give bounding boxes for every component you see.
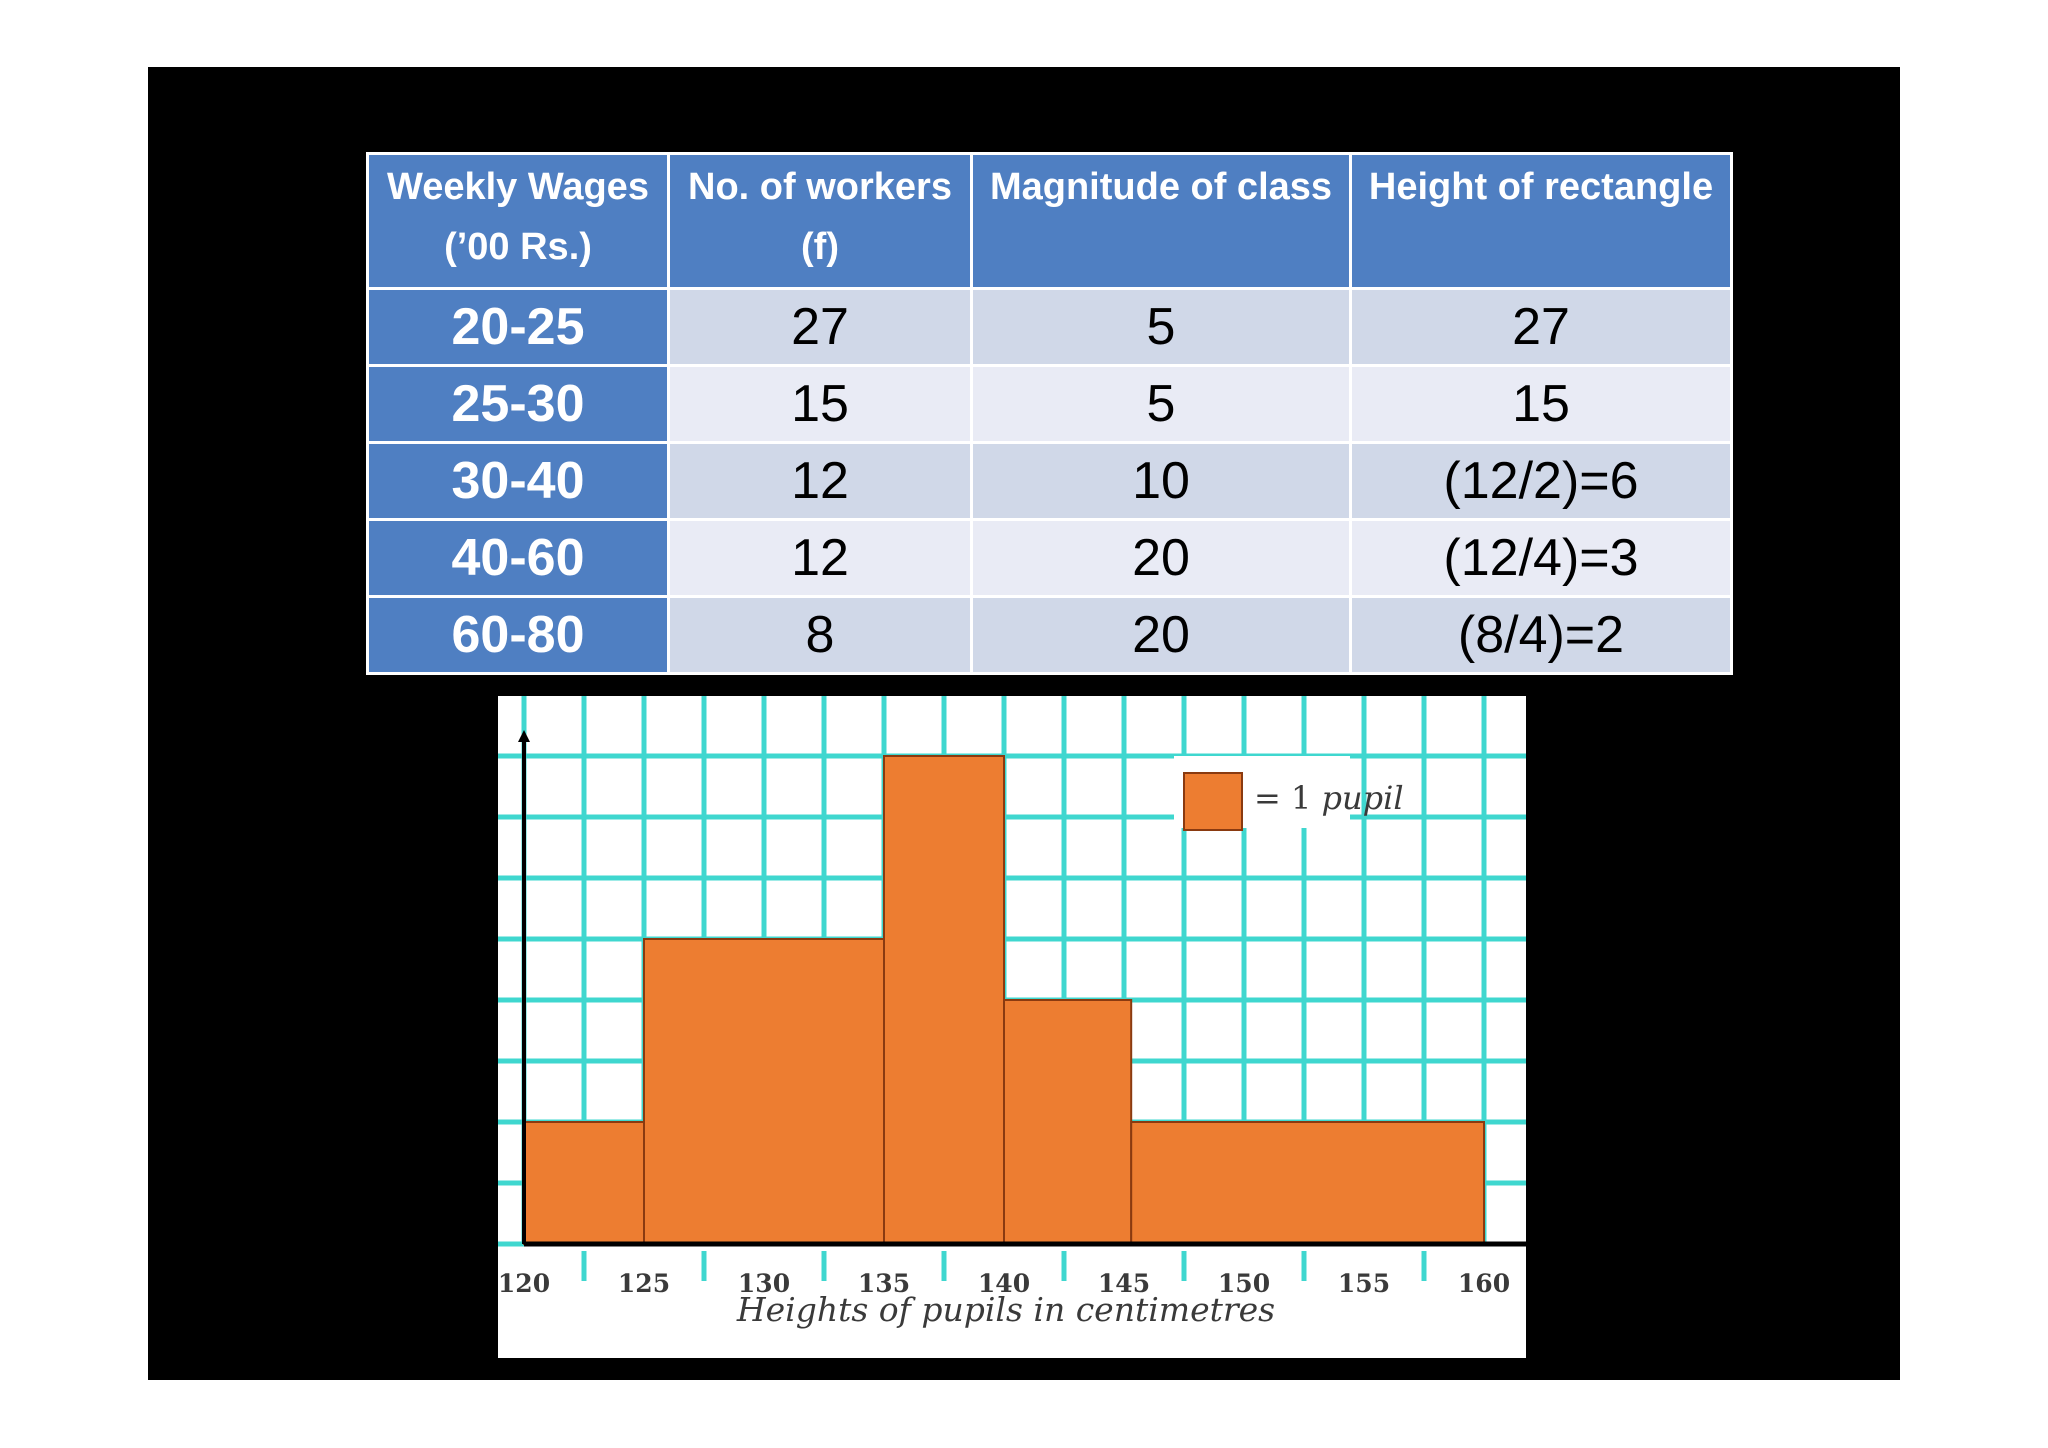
header-height: Height of rectangle [1349, 152, 1733, 290]
legend: = 1 pupil [1174, 756, 1404, 831]
histogram-bar [643, 938, 885, 1245]
x-tick-label: 160 [1458, 1269, 1510, 1298]
x-tick-label: 125 [618, 1269, 670, 1298]
cell-workers: 8 [667, 595, 973, 675]
slide: Weekly Wages (’00 Rs.) No. of workers (f) … [148, 67, 1900, 1380]
x-axis-title: Heights of pupils in centimetres [736, 1290, 1275, 1329]
histogram-panel: = 1 pupil 120 125 130 135 140 145 150 155 160 He… [498, 696, 1526, 1358]
cell-height: (12/4)=3 [1349, 518, 1733, 598]
cell-wages: 60-80 [366, 595, 670, 675]
header-line: (’00 Rs.) [444, 226, 592, 268]
table-row: 60-80 8 20 (8/4)=2 [366, 595, 1733, 675]
cell-magnitude: 5 [970, 287, 1352, 367]
wage-table: Weekly Wages (’00 Rs.) No. of workers (f) … [366, 152, 1733, 675]
table-row: 40-60 12 20 (12/4)=3 [366, 518, 1733, 598]
cell-workers: 27 [667, 287, 973, 367]
legend-unit: pupil [1322, 779, 1404, 817]
cell-magnitude: 5 [970, 364, 1352, 444]
header-line: Weekly Wages [387, 166, 649, 208]
y-axis-arrow-icon [518, 730, 530, 742]
legend-swatch [1183, 772, 1243, 831]
cell-height: 27 [1349, 287, 1733, 367]
cell-magnitude: 10 [970, 441, 1352, 521]
table-row: 30-40 12 10 (12/2)=6 [366, 441, 1733, 521]
legend-label: = 1 pupil [1254, 779, 1404, 817]
cell-workers: 15 [667, 364, 973, 444]
histogram-chart: = 1 pupil 120 125 130 135 140 145 150 155 160 He… [498, 696, 1526, 1329]
table-row: 25-30 15 5 15 [366, 364, 1733, 444]
cell-wages: 30-40 [366, 441, 670, 521]
cell-magnitude: 20 [970, 518, 1352, 598]
x-tick-label: 140 [978, 1269, 1030, 1298]
header-line: No. of workers [688, 166, 952, 208]
cell-height: 15 [1349, 364, 1733, 444]
histogram-bar [1130, 1121, 1485, 1245]
header-line: Magnitude of class [989, 166, 1333, 208]
cell-wages: 40-60 [366, 518, 670, 598]
histogram-bar [883, 755, 1005, 1245]
header-workers: No. of workers (f) [667, 152, 973, 290]
cell-height: (8/4)=2 [1349, 595, 1733, 675]
x-tick-label: 155 [1338, 1269, 1390, 1298]
x-tick-label: 135 [858, 1269, 910, 1298]
cell-workers: 12 [667, 441, 973, 521]
table-row: 20-25 27 5 27 [366, 287, 1733, 367]
header-magnitude: Magnitude of class [970, 152, 1352, 290]
legend-equals: = 1 [1254, 779, 1311, 817]
x-tick-labels: 120 125 130 135 140 145 150 155 160 [498, 1269, 1510, 1298]
cell-height: (12/2)=6 [1349, 441, 1733, 521]
header-line: Height of rectangle [1368, 166, 1714, 208]
x-tick-label: 120 [498, 1269, 550, 1298]
cell-wages: 25-30 [366, 364, 670, 444]
histogram-bar [1003, 999, 1133, 1245]
header-weekly-wages: Weekly Wages (’00 Rs.) [366, 152, 670, 290]
table-header-row: Weekly Wages (’00 Rs.) No. of workers (f) … [366, 152, 1733, 290]
x-tick-label: 150 [1218, 1269, 1270, 1298]
x-tick-label: 145 [1098, 1269, 1150, 1298]
cell-workers: 12 [667, 518, 973, 598]
x-tick-label: 130 [738, 1269, 790, 1298]
axes [518, 730, 1526, 1247]
cell-wages: 20-25 [366, 287, 670, 367]
cell-magnitude: 20 [970, 595, 1352, 675]
histogram-bar [523, 1121, 645, 1245]
header-line: (f) [801, 226, 839, 268]
